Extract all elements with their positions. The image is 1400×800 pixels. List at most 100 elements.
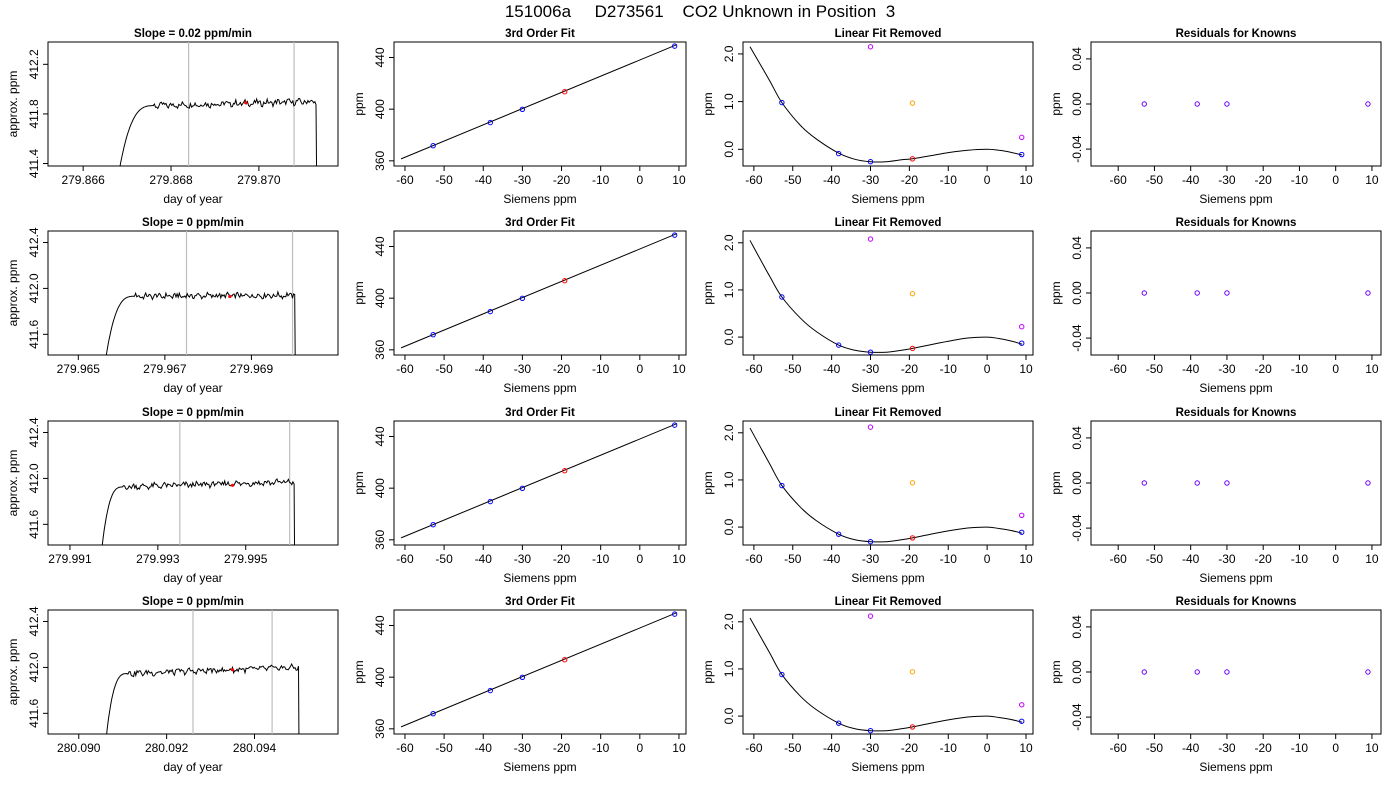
x-axis-label: Siemens ppm — [1199, 571, 1272, 585]
y-tick-label: 400 — [373, 478, 387, 498]
data-point — [671, 43, 678, 49]
x-tick-label: -50 — [435, 552, 453, 566]
fit-line — [400, 233, 678, 349]
plot-frame — [742, 609, 1034, 735]
plot-area — [749, 424, 1025, 545]
x-axis-label: Siemens ppm — [503, 381, 576, 395]
data-point — [561, 89, 568, 95]
data-point — [1019, 340, 1025, 346]
x-tick-label: 10 — [672, 362, 686, 376]
panel-title: Slope = 0 ppm/min — [142, 407, 244, 419]
plot-frame — [1090, 420, 1382, 546]
data-point — [1141, 669, 1147, 675]
x-tick-label: 279.993 — [136, 552, 180, 566]
data-point — [779, 294, 785, 300]
x-tick-label: -40 — [475, 173, 493, 187]
data-point — [779, 482, 785, 489]
x-tick-label: -10 — [1291, 362, 1309, 376]
x-tick-label: -60 — [745, 552, 763, 566]
data-point — [1019, 324, 1025, 330]
x-tick-label: -60 — [1110, 741, 1128, 755]
x-tick-label: -60 — [1110, 173, 1128, 187]
data-point — [1194, 101, 1200, 107]
plot-area — [749, 613, 1025, 734]
page-title: 151006a D273561 CO2 Unknown in Position … — [504, 2, 896, 21]
x-tick-label: -50 — [784, 362, 802, 376]
panel-title: Residuals for Knowns — [1176, 28, 1297, 40]
y-tick-label: 360 — [373, 151, 387, 171]
panel: Slope = 0.02 ppm/min 279.866 279.868 279.87… — [6, 28, 339, 206]
data-point — [1224, 101, 1230, 107]
y-axis-label: ppm — [701, 92, 715, 115]
x-tick-label: -50 — [1146, 552, 1164, 566]
y-tick-label: 412.4 — [27, 606, 41, 636]
y-tick-label: 412.4 — [27, 417, 41, 447]
panel-title: Slope = 0 ppm/min — [142, 217, 244, 229]
data-point — [867, 727, 874, 734]
x-tick-label: -20 — [1255, 362, 1273, 376]
data-point — [430, 711, 436, 717]
series-line — [106, 662, 300, 734]
x-tick-label: -10 — [1291, 552, 1309, 566]
y-tick-label: 0.00 — [1070, 92, 1084, 116]
panel: Slope = 0 ppm/min 279.965 279.967 279.969 41… — [6, 217, 339, 395]
plot-area — [1141, 101, 1371, 107]
x-tick-label: 0 — [984, 362, 991, 376]
data-point — [1224, 480, 1230, 486]
plot-frame — [1090, 230, 1382, 356]
plot-area — [749, 44, 1025, 165]
data-point — [1365, 101, 1371, 107]
y-tick-label: 0.00 — [1070, 281, 1084, 305]
panel-title: 3rd Order Fit — [505, 28, 575, 40]
y-tick-label: 0.04 — [1070, 426, 1084, 450]
x-tick-label: -20 — [901, 173, 919, 187]
x-tick-label: -10 — [940, 741, 958, 755]
plot-area — [101, 421, 296, 545]
y-tick-label: -0.04 — [1070, 703, 1084, 731]
x-tick-label: -20 — [553, 741, 571, 755]
data-point — [909, 100, 916, 106]
x-tick-label: -50 — [1146, 741, 1164, 755]
x-tick-label: -10 — [940, 552, 958, 566]
x-tick-label: -10 — [592, 552, 610, 566]
plot-area — [1141, 669, 1371, 675]
x-tick-label: 10 — [1365, 362, 1379, 376]
x-tick-label: -50 — [435, 362, 453, 376]
data-point — [867, 613, 874, 619]
data-point — [487, 119, 493, 126]
x-axis-label: Siemens ppm — [851, 192, 924, 206]
x-tick-label: -40 — [475, 362, 493, 376]
fit-curve — [749, 46, 1023, 163]
x-axis-label: day of year — [163, 760, 222, 774]
x-tick-label: -20 — [553, 362, 571, 376]
y-tick-label: -0.04 — [1070, 324, 1084, 352]
data-point — [867, 538, 874, 545]
x-tick-label: 0 — [636, 552, 643, 566]
x-tick-label: 280.092 — [145, 741, 189, 755]
y-axis-label: ppm — [1049, 92, 1063, 115]
y-tick-label: 2.0 — [722, 613, 736, 630]
x-tick-label: -30 — [1218, 362, 1236, 376]
panel: 3rd Order Fit -60 -50 -40 -30 -20 -10 0 10 360 400… — [352, 217, 687, 395]
x-tick-label: -60 — [745, 362, 763, 376]
plot-area — [400, 43, 678, 160]
x-axis-label: day of year — [163, 571, 222, 585]
x-axis-label: Siemens ppm — [1199, 192, 1272, 206]
panel: Slope = 0 ppm/min 280.090 280.092 280.094 41… — [6, 596, 339, 774]
x-tick-label: -30 — [862, 173, 880, 187]
data-point — [487, 308, 493, 315]
y-tick-label: 0.0 — [722, 328, 736, 345]
data-point — [1365, 480, 1371, 486]
x-tick-label: 0 — [1332, 552, 1339, 566]
data-point — [867, 349, 874, 355]
x-tick-label: -60 — [396, 173, 414, 187]
panel: 3rd Order Fit -60 -50 -40 -30 -20 -10 0 10 360 400… — [352, 28, 687, 206]
x-tick-label: -10 — [592, 173, 610, 187]
data-point — [1141, 290, 1147, 296]
x-tick-label: -40 — [475, 552, 493, 566]
x-tick-label: -30 — [514, 552, 532, 566]
x-tick-label: -60 — [396, 552, 414, 566]
y-tick-label: 440 — [373, 615, 387, 635]
x-tick-label: 0 — [636, 741, 643, 755]
fit-curve — [749, 240, 1023, 353]
